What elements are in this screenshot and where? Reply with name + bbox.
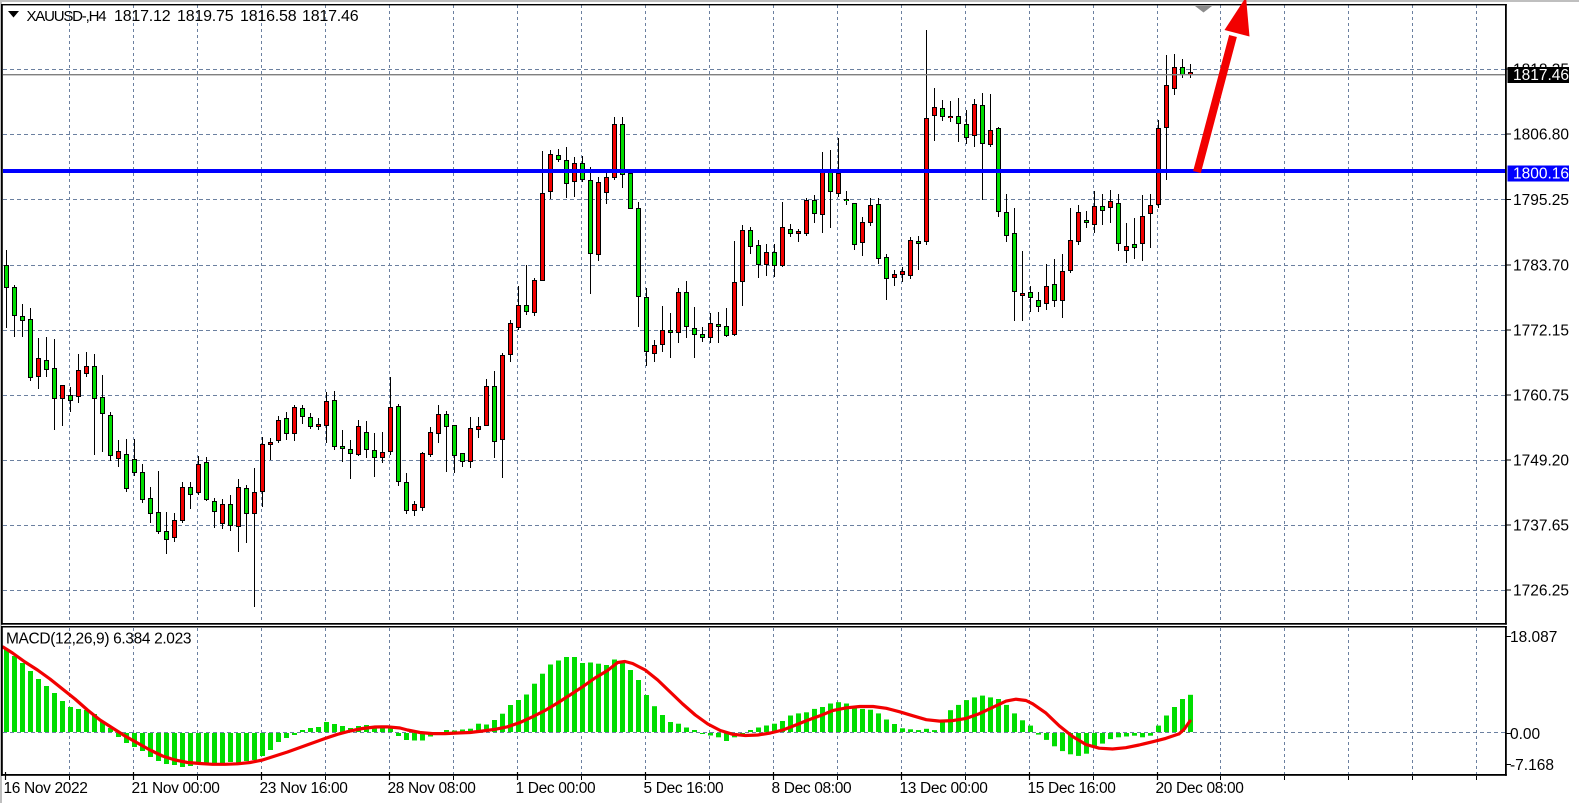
svg-text:1816.58: 1816.58 (240, 8, 297, 25)
svg-text:5 Dec 16:00: 5 Dec 16:00 (644, 780, 724, 797)
svg-text:1817.12: 1817.12 (114, 8, 171, 25)
svg-text:1800.16: 1800.16 (1513, 166, 1569, 183)
svg-text:1 Dec 00:00: 1 Dec 00:00 (516, 780, 596, 797)
svg-text:-7.168: -7.168 (1510, 757, 1554, 774)
svg-text:1795.25: 1795.25 (1513, 192, 1569, 209)
svg-text:0.00: 0.00 (1510, 726, 1541, 743)
svg-text:21 Nov 00:00: 21 Nov 00:00 (132, 780, 221, 797)
svg-text:8 Dec 08:00: 8 Dec 08:00 (772, 780, 852, 797)
svg-text:13 Dec 00:00: 13 Dec 00:00 (900, 780, 989, 797)
svg-text:1783.70: 1783.70 (1513, 258, 1569, 275)
svg-text:1806.80: 1806.80 (1513, 127, 1569, 144)
svg-text:16 Nov 2022: 16 Nov 2022 (4, 780, 88, 797)
svg-text:MACD(12,26,9) 6.384 2.023: MACD(12,26,9) 6.384 2.023 (6, 631, 191, 648)
svg-text:1749.20: 1749.20 (1513, 453, 1569, 470)
svg-text:15 Dec 16:00: 15 Dec 16:00 (1028, 780, 1117, 797)
svg-text:1760.75: 1760.75 (1513, 388, 1569, 405)
svg-text:1817.46: 1817.46 (1513, 67, 1569, 84)
svg-text:1737.65: 1737.65 (1513, 518, 1569, 535)
svg-text:23 Nov 16:00: 23 Nov 16:00 (260, 780, 349, 797)
svg-text:1772.15: 1772.15 (1513, 323, 1569, 340)
svg-text:XAUUSD-,H4: XAUUSD-,H4 (27, 8, 107, 25)
svg-text:18.087: 18.087 (1510, 629, 1557, 646)
svg-text:1819.75: 1819.75 (177, 8, 234, 25)
svg-text:1817.46: 1817.46 (302, 8, 359, 25)
svg-text:1726.25: 1726.25 (1513, 583, 1569, 600)
svg-text:20 Dec 08:00: 20 Dec 08:00 (1156, 780, 1245, 797)
svg-text:28 Nov 08:00: 28 Nov 08:00 (388, 780, 477, 797)
